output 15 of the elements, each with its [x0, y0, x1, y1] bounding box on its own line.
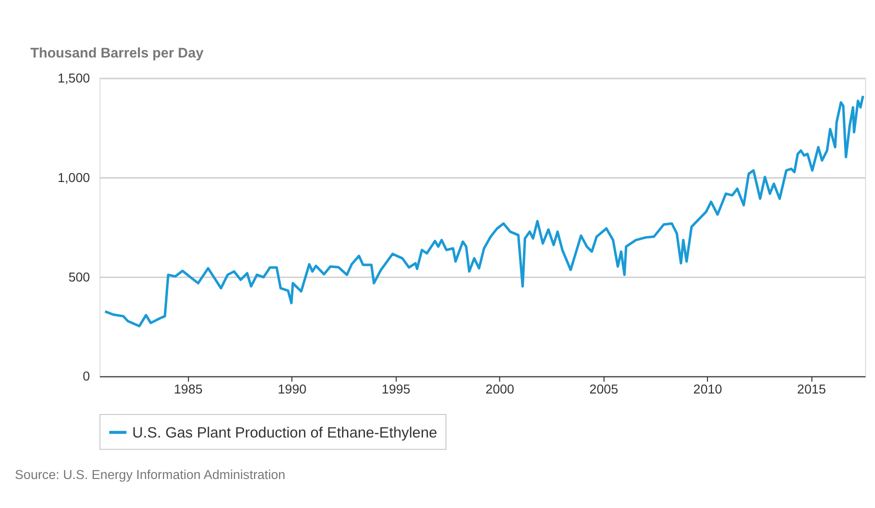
- line-series: [104, 94, 864, 328]
- source-note: Source: U.S. Energy Information Administration: [14, 467, 286, 482]
- y-axis-title: Thousand Barrels per Day: [30, 44, 204, 61]
- x-tick-label: 2015: [797, 382, 826, 397]
- y-tick-label: 1,000: [58, 170, 90, 185]
- x-tick-label: 1985: [174, 382, 203, 397]
- x-tick-label: 1995: [382, 382, 410, 397]
- x-tick-label: 2005: [589, 382, 618, 397]
- x-tick-label: 2000: [486, 382, 514, 397]
- x-tick-label: 2010: [693, 382, 722, 397]
- y-tick-label: 0: [82, 368, 90, 384]
- y-tick-label: 500: [68, 269, 90, 284]
- x-tick-label: 1990: [278, 382, 306, 397]
- y-tick-label: 1,500: [58, 70, 90, 86]
- legend-label: U.S. Gas Plant Production of Ethane-Ethylene: [132, 425, 438, 442]
